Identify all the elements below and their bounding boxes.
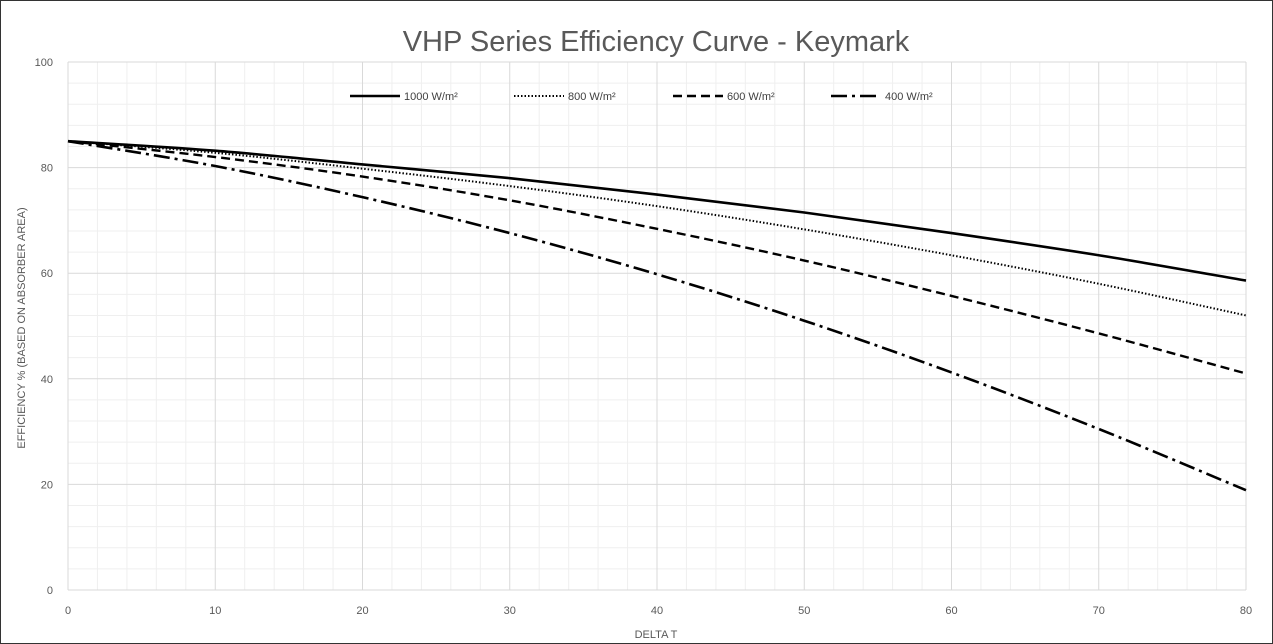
y-tick-label: 20 xyxy=(41,479,53,491)
legend-label-4: 400 W/m² xyxy=(885,91,933,103)
series-line-3 xyxy=(67,140,1247,375)
series-layer xyxy=(67,139,1247,492)
y-axis-title: EFFICIENCY % (BASED ON ABSORBER AREA) xyxy=(16,207,28,448)
y-tick-label: 40 xyxy=(41,374,53,386)
series-line-2 xyxy=(67,140,1247,317)
x-tick-label: 30 xyxy=(504,605,516,617)
x-tick-label: 80 xyxy=(1240,605,1252,617)
x-tick-label: 70 xyxy=(1093,605,1105,617)
x-tick-label: 0 xyxy=(65,605,71,617)
x-tick-label: 20 xyxy=(356,605,368,617)
legend-label-2: 800 W/m² xyxy=(568,91,616,103)
y-tick-label: 60 xyxy=(41,268,53,280)
x-tick-label: 50 xyxy=(798,605,810,617)
legend: 1000 W/m² 800 W/m² 600 W/m² 400 W/m² xyxy=(350,91,933,103)
series-line-1 xyxy=(67,139,1247,282)
y-tick-label: 0 xyxy=(47,585,53,597)
y-tick-label: 100 xyxy=(35,57,53,69)
x-tick-label: 60 xyxy=(945,605,957,617)
legend-label-1: 1000 W/m² xyxy=(404,91,458,103)
x-tick-label: 40 xyxy=(651,605,663,617)
x-axis-title: DELTA T xyxy=(635,629,678,641)
grid-layer xyxy=(67,61,1247,591)
tick-layer: 0 10 20 30 40 50 60 70 80 0 20 40 60 80 100 xyxy=(35,57,1252,617)
chart-title: VHP Series Efficiency Curve - Keymark xyxy=(403,26,910,58)
y-tick-label: 80 xyxy=(41,163,53,175)
x-tick-label: 10 xyxy=(209,605,221,617)
series-line-4 xyxy=(67,139,1247,492)
legend-label-3: 600 W/m² xyxy=(727,91,775,103)
